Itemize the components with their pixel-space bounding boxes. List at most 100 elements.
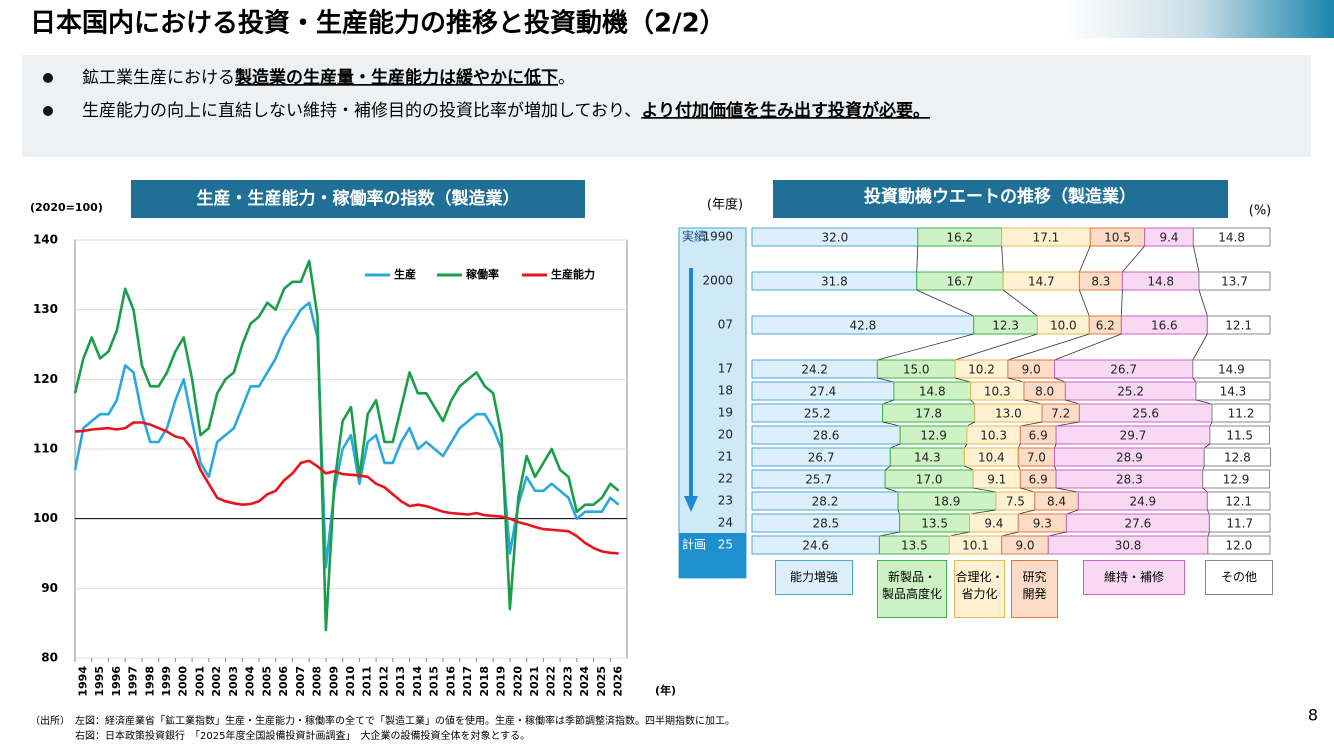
connector bbox=[1007, 333, 1090, 361]
value-label: 17.1 bbox=[1033, 231, 1060, 245]
connector bbox=[916, 289, 974, 317]
series-line bbox=[73, 259, 620, 632]
x-tick-label: 2025 bbox=[595, 666, 608, 697]
connector bbox=[1209, 421, 1213, 427]
bullet-box bbox=[22, 55, 1311, 157]
connector bbox=[1054, 465, 1057, 471]
connector bbox=[966, 421, 975, 427]
row-label: 22 bbox=[718, 472, 733, 486]
value-label: 10.5 bbox=[1104, 231, 1131, 245]
chart-title: 投資動機ウエートの推移（製造業） bbox=[864, 186, 1136, 207]
connector bbox=[1079, 245, 1091, 273]
value-label: 16.7 bbox=[947, 275, 974, 289]
connector bbox=[879, 531, 900, 537]
row-label: 2000 bbox=[702, 274, 733, 288]
connector bbox=[1079, 289, 1090, 317]
value-label: 12.1 bbox=[1225, 495, 1252, 509]
value-label: 11.2 bbox=[1228, 407, 1255, 421]
row-label: 19 bbox=[718, 406, 733, 420]
x-tick-label: 2011 bbox=[361, 666, 374, 697]
y-tick-label: 140 bbox=[33, 233, 58, 247]
row-label: 17 bbox=[718, 362, 733, 376]
bar-segment bbox=[1206, 315, 1271, 335]
value-label: 10.4 bbox=[978, 451, 1005, 465]
x-tick-label: 2017 bbox=[461, 666, 474, 697]
legend-entry: 合理化・ 省力化 bbox=[954, 560, 1005, 618]
value-label: 14.8 bbox=[919, 385, 946, 399]
connector bbox=[1002, 289, 1038, 317]
connector bbox=[949, 531, 970, 537]
value-label: 12.9 bbox=[920, 429, 947, 443]
x-tick-label: 2005 bbox=[260, 666, 273, 697]
value-label: 25.6 bbox=[1132, 407, 1159, 421]
bar-segment bbox=[1198, 271, 1271, 291]
x-tick-label: 2020 bbox=[511, 666, 524, 697]
value-label: 11.5 bbox=[1226, 429, 1253, 443]
plan-band bbox=[679, 533, 746, 578]
connector bbox=[1206, 509, 1210, 515]
connector bbox=[877, 333, 974, 361]
period-column bbox=[678, 227, 747, 579]
connector bbox=[885, 487, 899, 493]
value-label: 12.8 bbox=[1224, 451, 1251, 465]
bar-segment bbox=[1211, 403, 1271, 423]
connector bbox=[969, 509, 997, 515]
value-label: 17.8 bbox=[915, 407, 942, 421]
connector bbox=[1192, 333, 1208, 361]
value-label: 28.6 bbox=[813, 429, 840, 443]
value-label: 9.1 bbox=[987, 473, 1006, 487]
x-tick-label: 2004 bbox=[244, 666, 257, 697]
connector bbox=[1192, 245, 1200, 273]
value-label: 16.2 bbox=[946, 231, 973, 245]
value-label: 14.3 bbox=[914, 451, 941, 465]
value-label: 14.9 bbox=[1218, 363, 1245, 377]
value-label: 12.0 bbox=[1226, 539, 1253, 553]
connector bbox=[1007, 377, 1025, 383]
x-tick-label: 1998 bbox=[143, 666, 156, 697]
period-label: 実績 bbox=[682, 229, 706, 244]
bar-segment bbox=[1192, 359, 1271, 379]
connector bbox=[897, 509, 901, 515]
value-label: 28.3 bbox=[1116, 473, 1143, 487]
y-tick-label: 110 bbox=[33, 442, 58, 456]
value-label: 16.6 bbox=[1151, 319, 1178, 333]
legend-entry: 能力増強 bbox=[775, 560, 853, 595]
bar-segment bbox=[1195, 381, 1271, 401]
bar-segment bbox=[1192, 227, 1271, 247]
x-tick-label: 2013 bbox=[394, 666, 407, 697]
x-tick-label: 2009 bbox=[327, 666, 340, 697]
connector bbox=[890, 443, 901, 449]
chart-title: 生産・生産能力・稼働率の指数（製造業） bbox=[197, 188, 520, 209]
y-axis-label: (年度) bbox=[707, 197, 743, 213]
value-label: 14.7 bbox=[1028, 275, 1055, 289]
connector bbox=[1192, 377, 1197, 383]
value-label: 13.5 bbox=[901, 539, 928, 553]
value-label: 11.7 bbox=[1226, 517, 1253, 531]
legend-entry: その他 bbox=[1205, 560, 1273, 595]
connector bbox=[964, 465, 974, 471]
connector bbox=[973, 487, 997, 493]
value-label: 27.6 bbox=[1125, 517, 1152, 531]
connector bbox=[1020, 487, 1035, 493]
x-tick-label: 2007 bbox=[294, 666, 307, 697]
connector bbox=[1054, 443, 1057, 449]
x-tick-label: 1999 bbox=[160, 666, 173, 697]
value-label: 26.7 bbox=[1110, 363, 1137, 377]
value-label: 10.0 bbox=[1050, 319, 1077, 333]
value-label: 28.5 bbox=[812, 517, 839, 531]
value-label: 25.7 bbox=[805, 473, 832, 487]
value-label: 9.0 bbox=[1022, 363, 1041, 377]
bullet-segment: 生産能力の向上に直結しない維持・補修目的の投資比率が増加しており、 bbox=[82, 101, 641, 121]
legend-label: 生産能力 bbox=[551, 267, 595, 281]
connector bbox=[1017, 443, 1021, 449]
bar-segment bbox=[1208, 513, 1271, 533]
value-label: 42.8 bbox=[849, 319, 876, 333]
bar-segment bbox=[1206, 491, 1271, 511]
header-decoration bbox=[1062, 0, 1334, 38]
connector bbox=[1055, 487, 1079, 493]
x-tick-label: 2001 bbox=[193, 666, 206, 697]
value-label: 9.4 bbox=[1159, 231, 1178, 245]
value-label: 28.2 bbox=[812, 495, 839, 509]
value-label: 31.8 bbox=[821, 275, 848, 289]
